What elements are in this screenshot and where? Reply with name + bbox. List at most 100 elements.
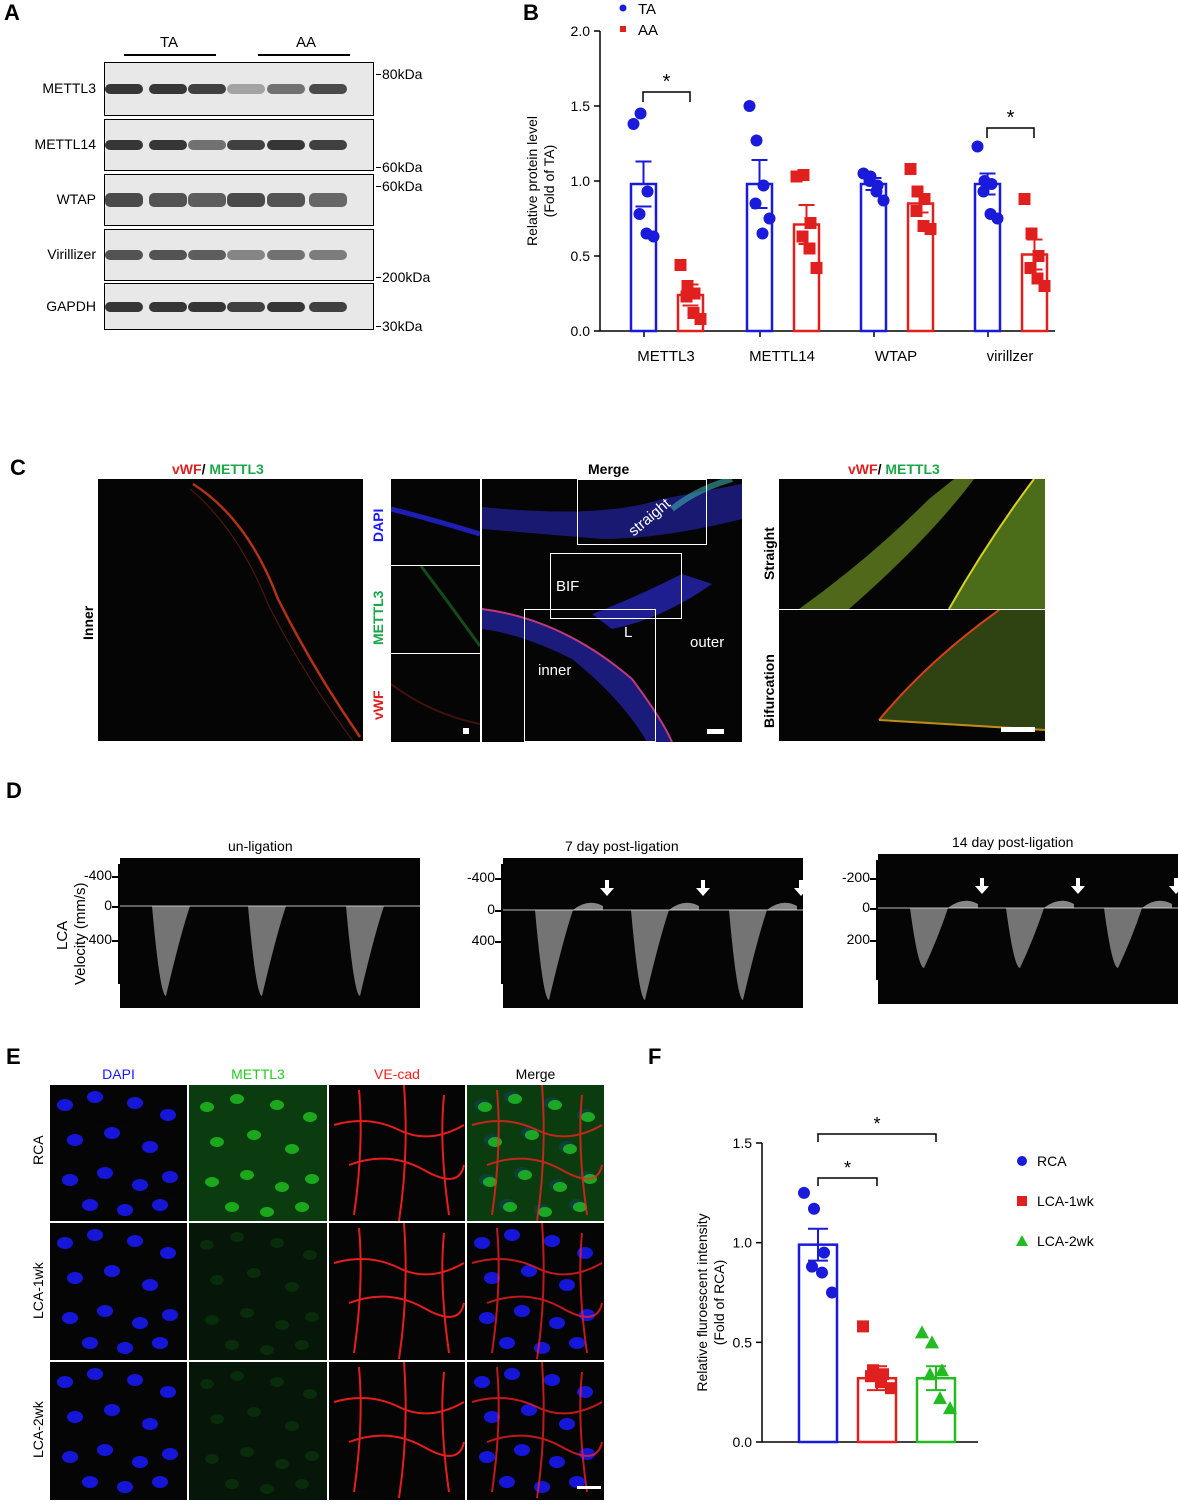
- e-mettl3-signal: [225, 1479, 239, 1489]
- d-tick-label: 0: [104, 897, 112, 913]
- c-scalebar-merge: [707, 729, 724, 734]
- b-y-tick-label: 2.0: [571, 23, 591, 39]
- e-nucleus: [534, 1481, 550, 1493]
- c-right-label-straight: Straight: [761, 527, 777, 580]
- c-left-title: vWF/ METTL3: [172, 461, 264, 477]
- blot-band: [188, 84, 226, 94]
- d-waveform-reverse: [767, 902, 797, 910]
- e-mettl3-signal: [240, 1170, 254, 1180]
- e-nucleus: [132, 1456, 148, 1468]
- b-legend-label-ta: TA: [638, 1, 656, 18]
- d-doppler-image-1: [120, 858, 420, 1008]
- f-point-lca-2wk: [943, 1401, 957, 1415]
- f-legend-marker-lca-1wk: [1017, 1196, 1027, 1206]
- f-sig-star: *: [844, 1158, 851, 1178]
- e-nucleus: [514, 1444, 530, 1456]
- blot-marker-mettl3: 80kDa: [376, 66, 422, 82]
- b-category-label-virillzer: virillzer: [987, 348, 1034, 365]
- e-mettl3-signal: [225, 1340, 239, 1350]
- blot-band: [227, 301, 265, 312]
- e-mettl3-signal: [260, 1207, 274, 1217]
- c-region-label-inner: inner: [538, 662, 572, 679]
- b-y-tick-label: 0.0: [571, 323, 591, 339]
- f-legend-marker-lca-2wk: [1016, 1235, 1028, 1246]
- f-sig-bracket: [817, 1133, 937, 1142]
- f-point-rca: [816, 1266, 828, 1279]
- b-point-ta: [756, 227, 769, 240]
- d-doppler-image-2: [503, 858, 808, 1008]
- e-nucleus: [474, 1237, 490, 1249]
- d-tick: [870, 908, 876, 910]
- d-y-axis-2: [501, 864, 503, 984]
- e-nucleus: [152, 1337, 168, 1349]
- e-mettl3-signal: [247, 1268, 261, 1278]
- c-left-title-sep: /: [201, 461, 210, 477]
- blot-band: [188, 193, 226, 207]
- e-vecad-signal: [471, 1084, 603, 1222]
- e-mettl3-signal: [305, 1451, 319, 1461]
- e-mettl3-bg: [189, 1362, 327, 1500]
- f-point-lca-1wk: [865, 1370, 877, 1383]
- f-legend-marker-rca: [1017, 1156, 1027, 1166]
- e-nucleus: [521, 1265, 537, 1277]
- e-nucleus: [67, 1272, 83, 1284]
- e-mettl3-signal: [260, 1345, 274, 1355]
- e-nucleus: [479, 1312, 495, 1324]
- e-mettl3-signal: [200, 1379, 214, 1389]
- b-point-aa: [1025, 227, 1038, 240]
- e-mettl3-signal: [275, 1320, 289, 1330]
- f-point-lca-2wk: [925, 1335, 939, 1349]
- b-point-ta: [641, 185, 654, 198]
- e-nucleus: [62, 1312, 78, 1324]
- e-nucleus: [132, 1317, 148, 1329]
- blot-band: [149, 250, 187, 260]
- b-point-aa: [804, 217, 817, 229]
- e-nucleus: [474, 1376, 490, 1388]
- f-point-rca: [798, 1186, 810, 1199]
- blot-label-mettl14: METTL14: [34, 136, 96, 152]
- f-point-lca-1wk: [885, 1382, 897, 1395]
- e-mettl3-signal: [285, 1282, 299, 1292]
- e-mettl3-signal: [225, 1202, 239, 1212]
- blot-band: [309, 250, 347, 260]
- e-mettl3-signal: [553, 1182, 567, 1192]
- e-vecad-signal: [333, 1084, 465, 1222]
- c-stack-label-vwf: vWF: [370, 690, 386, 720]
- e-mettl3-signal: [525, 1130, 539, 1140]
- b-point-ta: [971, 140, 984, 153]
- e-tile-lca-2wk-ve-cad: [329, 1361, 465, 1500]
- b-point-ta: [627, 118, 640, 130]
- blot-strip-mettl3: [104, 62, 374, 116]
- e-scalebar: [577, 1486, 601, 1489]
- e-mettl3-signal: [303, 1112, 317, 1122]
- e-tile-lca-2wk-merge: [467, 1361, 604, 1500]
- blot-label-wtap: WTAP: [56, 191, 96, 207]
- e-mettl3-signal: [247, 1130, 261, 1140]
- b-legend-label-aa: AA: [638, 22, 658, 39]
- e-mettl3-signal: [200, 1102, 214, 1112]
- b-sig-star: *: [663, 71, 671, 93]
- e-nucleus: [162, 1309, 178, 1321]
- blot-band: [149, 84, 187, 94]
- c-region-label-l: L: [624, 624, 633, 641]
- d-tick-label: 400: [471, 932, 495, 948]
- d-waveform: [248, 906, 286, 996]
- e-nucleus: [577, 1247, 593, 1259]
- f-legend-label-lca-1wk: LCA-1wk: [1037, 1193, 1095, 1209]
- e-tile-rca-ve-cad: [329, 1084, 465, 1222]
- e-nucleus: [117, 1481, 133, 1493]
- e-mettl3-signal: [260, 1484, 274, 1494]
- e-nucleus: [549, 1317, 565, 1329]
- e-mettl3-signal: [230, 1371, 244, 1381]
- f-point-rca: [806, 1260, 818, 1273]
- e-mettl3-signal: [205, 1454, 219, 1464]
- e-column-title-merge: Merge: [515, 1066, 556, 1082]
- e-nucleus: [499, 1476, 515, 1488]
- b-point-ta: [977, 185, 990, 198]
- d-tick: [495, 910, 501, 912]
- c-left-title-vwf: vWF: [172, 461, 202, 477]
- e-vecad-signal: [471, 1361, 603, 1499]
- d-waveform: [535, 910, 573, 1000]
- d-tick-label: -400: [83, 867, 112, 883]
- d-title-2: 7 day post-ligation: [565, 838, 679, 854]
